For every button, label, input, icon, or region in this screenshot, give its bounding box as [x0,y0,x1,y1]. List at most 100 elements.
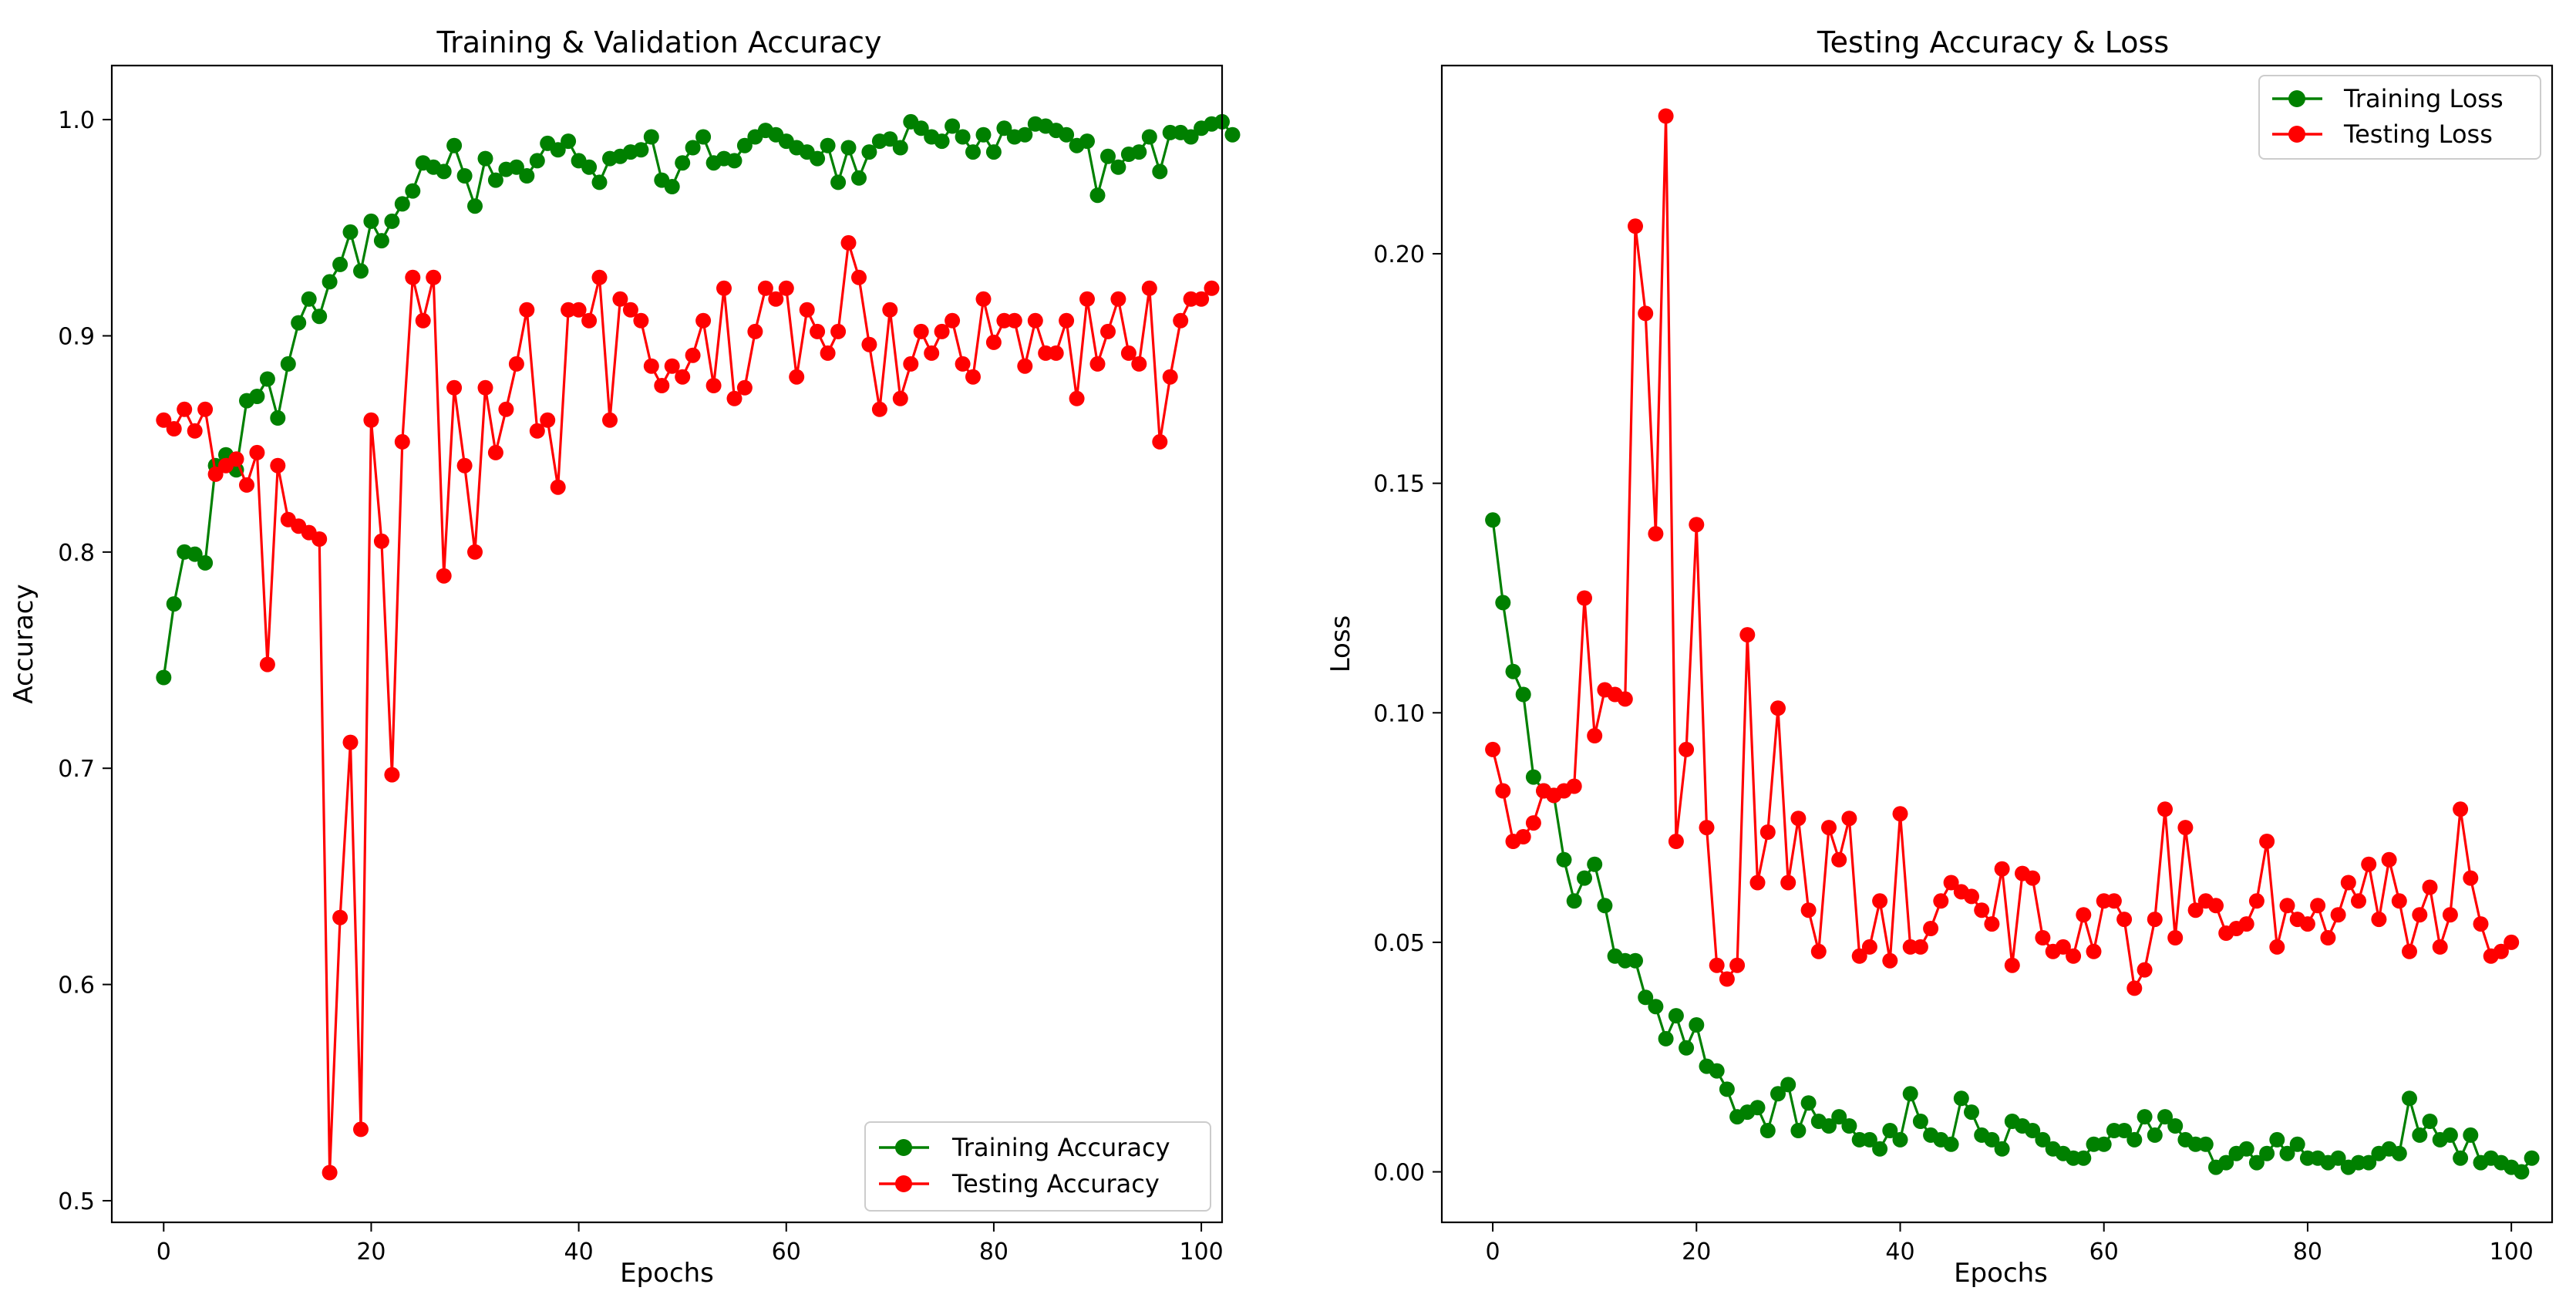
y-tick-label: 0.6 [58,972,95,999]
data-point-training-loss [1831,1109,1847,1125]
data-point-testing-accuracy [654,378,670,393]
loss-chart: Testing Accuracy & Loss 0 20 40 60 80 100 0.0… [1325,25,2554,1289]
data-point-testing-loss [1628,218,1643,234]
x-tick-label: 60 [772,1239,801,1266]
y-tick-label: 0.15 [1373,471,1425,498]
data-point-training-accuracy [695,129,712,145]
data-point-testing-accuracy [736,379,753,396]
data-point-testing-loss [1638,305,1654,322]
data-point-testing-accuracy [612,291,628,307]
data-point-training-loss [2463,1127,2479,1143]
data-point-training-accuracy [249,389,265,404]
data-point-testing-loss [2157,801,2173,817]
data-point-testing-loss [2279,898,2295,914]
data-point-training-loss [1628,952,1643,969]
data-point-testing-loss [1974,902,1990,918]
data-point-testing-accuracy [1141,280,1157,296]
data-point-training-accuracy [810,150,826,167]
data-point-training-loss [1658,1030,1674,1047]
data-point-training-loss [2167,1118,2184,1134]
data-point-testing-accuracy [1048,345,1064,361]
data-point-training-accuracy [1089,187,1106,204]
x-tick-label: 20 [1682,1239,1711,1266]
data-point-testing-accuracy [685,347,701,363]
x-tick-label: 100 [2490,1239,2534,1266]
data-point-testing-accuracy [1027,312,1043,329]
data-point-testing-accuracy [322,1164,338,1181]
data-point-training-loss [1525,769,1541,785]
x-tick-label: 80 [979,1239,1009,1266]
data-point-training-loss [1597,898,1613,914]
data-point-testing-loss [2147,912,2163,928]
data-point-training-accuracy [467,198,483,214]
loss-x-ticks: 0 20 40 60 80 100 [1486,1222,2534,1266]
data-point-training-loss [1719,1081,1735,1097]
data-point-training-loss [1587,856,1603,872]
data-point-training-accuracy [487,172,503,188]
data-point-testing-loss [2391,893,2407,909]
data-point-testing-accuracy [851,269,867,285]
legend-testing-accuracy-label: Testing Accuracy [951,1169,1160,1198]
y-tick-label: 0.8 [58,540,95,567]
data-point-training-loss [1709,1063,1725,1079]
data-point-training-loss [2096,1136,2112,1152]
data-point-testing-accuracy [830,323,847,339]
data-point-training-loss [1759,1123,1776,1138]
data-point-testing-accuracy [342,734,359,750]
data-point-testing-loss [2320,930,2336,945]
data-point-testing-accuracy [239,477,254,493]
data-point-testing-accuracy [1204,280,1220,296]
data-point-training-accuracy [477,150,493,167]
data-point-training-accuracy [736,137,753,153]
data-point-training-loss [2279,1145,2295,1161]
data-point-testing-accuracy [1162,369,1178,385]
data-point-training-accuracy [685,140,701,156]
data-point-testing-accuracy [726,390,742,406]
data-point-testing-loss [1719,971,1735,987]
data-point-testing-accuracy [415,312,431,329]
data-point-training-loss [2259,1145,2275,1161]
data-point-testing-loss [1851,948,1867,964]
data-point-testing-loss [1994,861,2010,877]
data-point-training-accuracy [353,263,369,279]
loss-y-axis-label: Loss [1325,615,1356,673]
data-point-training-accuracy [550,142,566,158]
data-point-testing-loss [1831,851,1847,868]
data-point-training-accuracy [664,179,680,194]
data-point-testing-accuracy [1089,356,1106,372]
data-point-training-accuracy [311,308,328,325]
data-point-testing-accuracy [519,302,535,318]
data-point-training-loss [2289,1136,2305,1152]
data-point-testing-accuracy [789,369,805,385]
data-point-testing-loss [2025,870,2041,886]
data-point-testing-loss [1749,875,1766,891]
data-point-training-loss [2248,1154,2265,1171]
data-point-training-accuracy [913,120,929,137]
data-point-testing-accuracy [643,358,659,374]
data-point-testing-loss [2126,980,2143,996]
data-point-testing-loss [2402,943,2417,959]
data-point-testing-loss [1566,778,1582,794]
data-point-testing-loss [2248,893,2265,909]
data-point-training-loss [1912,1114,1928,1129]
data-point-training-accuracy [436,163,452,180]
data-point-testing-accuracy [945,312,961,329]
series-line-training-loss [1491,520,2533,1174]
data-point-testing-accuracy [259,656,275,672]
data-point-testing-loss [1648,526,1664,542]
data-point-testing-accuracy [550,479,566,495]
data-point-testing-accuracy [540,412,556,428]
data-point-testing-accuracy [1069,390,1085,406]
data-point-training-accuracy [1100,148,1116,164]
data-point-training-loss [2330,1150,2346,1166]
loss-y-ticks: 0.00 0.05 0.10 0.15 0.20 [1373,241,1442,1187]
data-point-training-accuracy [643,129,659,145]
series-line-testing-loss [1491,114,2513,990]
data-point-testing-loss [1709,957,1725,973]
data-point-testing-loss [2086,943,2102,959]
data-point-training-accuracy [633,142,649,158]
data-point-testing-accuracy [892,390,908,406]
data-point-training-loss [1485,512,1501,528]
data-point-testing-accuracy [965,369,981,385]
accuracy-x-axis-label: Epochs [620,1258,714,1289]
